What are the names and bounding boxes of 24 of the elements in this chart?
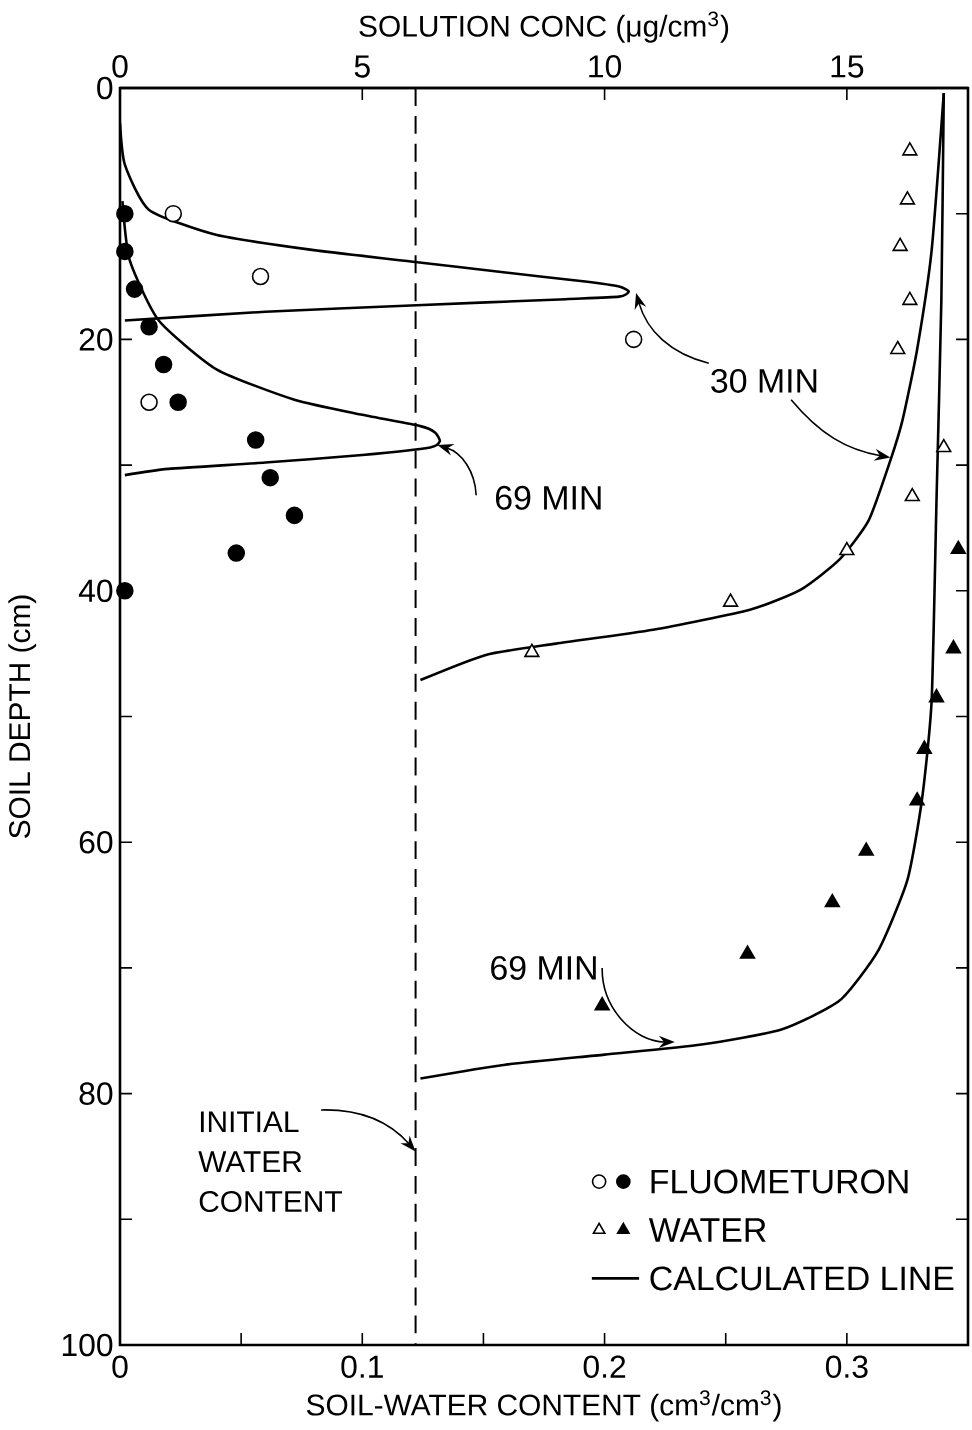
y-tick-label: 40 [78,579,113,603]
y-tick-label: 80 [79,1082,113,1105]
x2-axis-title: SOLUTION CONC (μg/cm$^{3}$) [359,11,729,43]
annotation: 69 MIN [491,955,596,980]
annotation: 69 MIN [495,485,601,510]
x-tick-label: 0.1 [341,1355,383,1378]
x2-tick-label: 5 [354,55,370,78]
y-tick-label: 0 [97,76,113,100]
legend-label: WATER [648,1218,766,1242]
x-tick-label: 0.2 [583,1355,626,1378]
annotation: 30 MIN [711,368,817,393]
y-tick-label: 20 [79,328,113,351]
legend-label: CALCULATED LINE [650,1266,954,1291]
x2-tick-label: 0 [112,55,128,78]
x-axis-title: SOIL-WATER CONTENT (cm$^{3}$/cm$^{3}$) [306,1390,781,1422]
y-tick-label: 60 [79,830,113,854]
x2-tick-label: 15 [831,55,864,78]
legend-label: FLUOMETURON [651,1169,908,1194]
ref-line-label: INITIAL WATER CONTENT [198,1111,342,1213]
y-axis-title: SOIL DEPTH (cm) [8,595,37,839]
x-tick-label: 0 [112,1355,128,1378]
y-tick-label: 100 [62,1333,113,1357]
x2-tick-label: 10 [589,55,622,78]
x-tick-label: 0.3 [825,1355,868,1378]
